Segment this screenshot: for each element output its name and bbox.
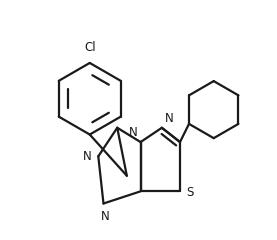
Text: N: N [83,150,92,163]
Text: N: N [129,126,138,139]
Text: Cl: Cl [84,41,96,54]
Text: N: N [100,210,109,223]
Text: N: N [165,112,173,125]
Text: S: S [186,186,194,199]
